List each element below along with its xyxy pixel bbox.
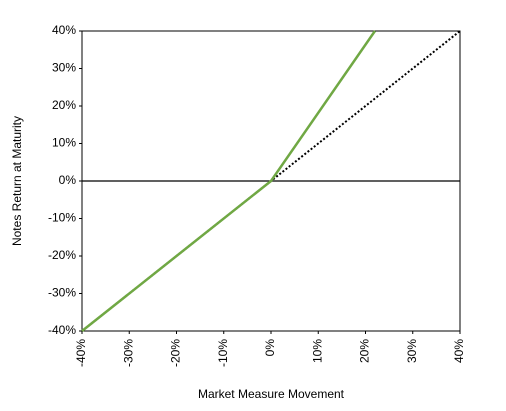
series-line: [81, 30, 376, 332]
x-tick-label: -30%: [121, 339, 135, 367]
y-tick-label: 40%: [52, 23, 76, 37]
x-tick-label: -10%: [216, 339, 230, 367]
x-tick-label: 20%: [358, 339, 372, 363]
y-tick-label: -10%: [48, 211, 76, 225]
y-axis-label: Notes Return at Maturity: [10, 116, 24, 246]
x-axis-label: Market Measure Movement: [198, 387, 345, 401]
x-tick-label: -40%: [74, 339, 88, 367]
x-tick-label: 40%: [452, 339, 466, 363]
x-tick-label: 30%: [405, 339, 419, 363]
x-tick-label: -20%: [169, 339, 183, 367]
x-tick-label: 10%: [310, 339, 324, 363]
y-tick-label: 30%: [52, 61, 76, 75]
y-tick-label: 0%: [59, 173, 77, 187]
y-tick-label: 20%: [52, 98, 76, 112]
y-tick-label: -20%: [48, 248, 76, 262]
y-tick-label: -30%: [48, 286, 76, 300]
y-tick-label: -40%: [48, 323, 76, 337]
y-tick-label: 10%: [52, 136, 76, 150]
x-tick-label: 0%: [263, 339, 277, 357]
